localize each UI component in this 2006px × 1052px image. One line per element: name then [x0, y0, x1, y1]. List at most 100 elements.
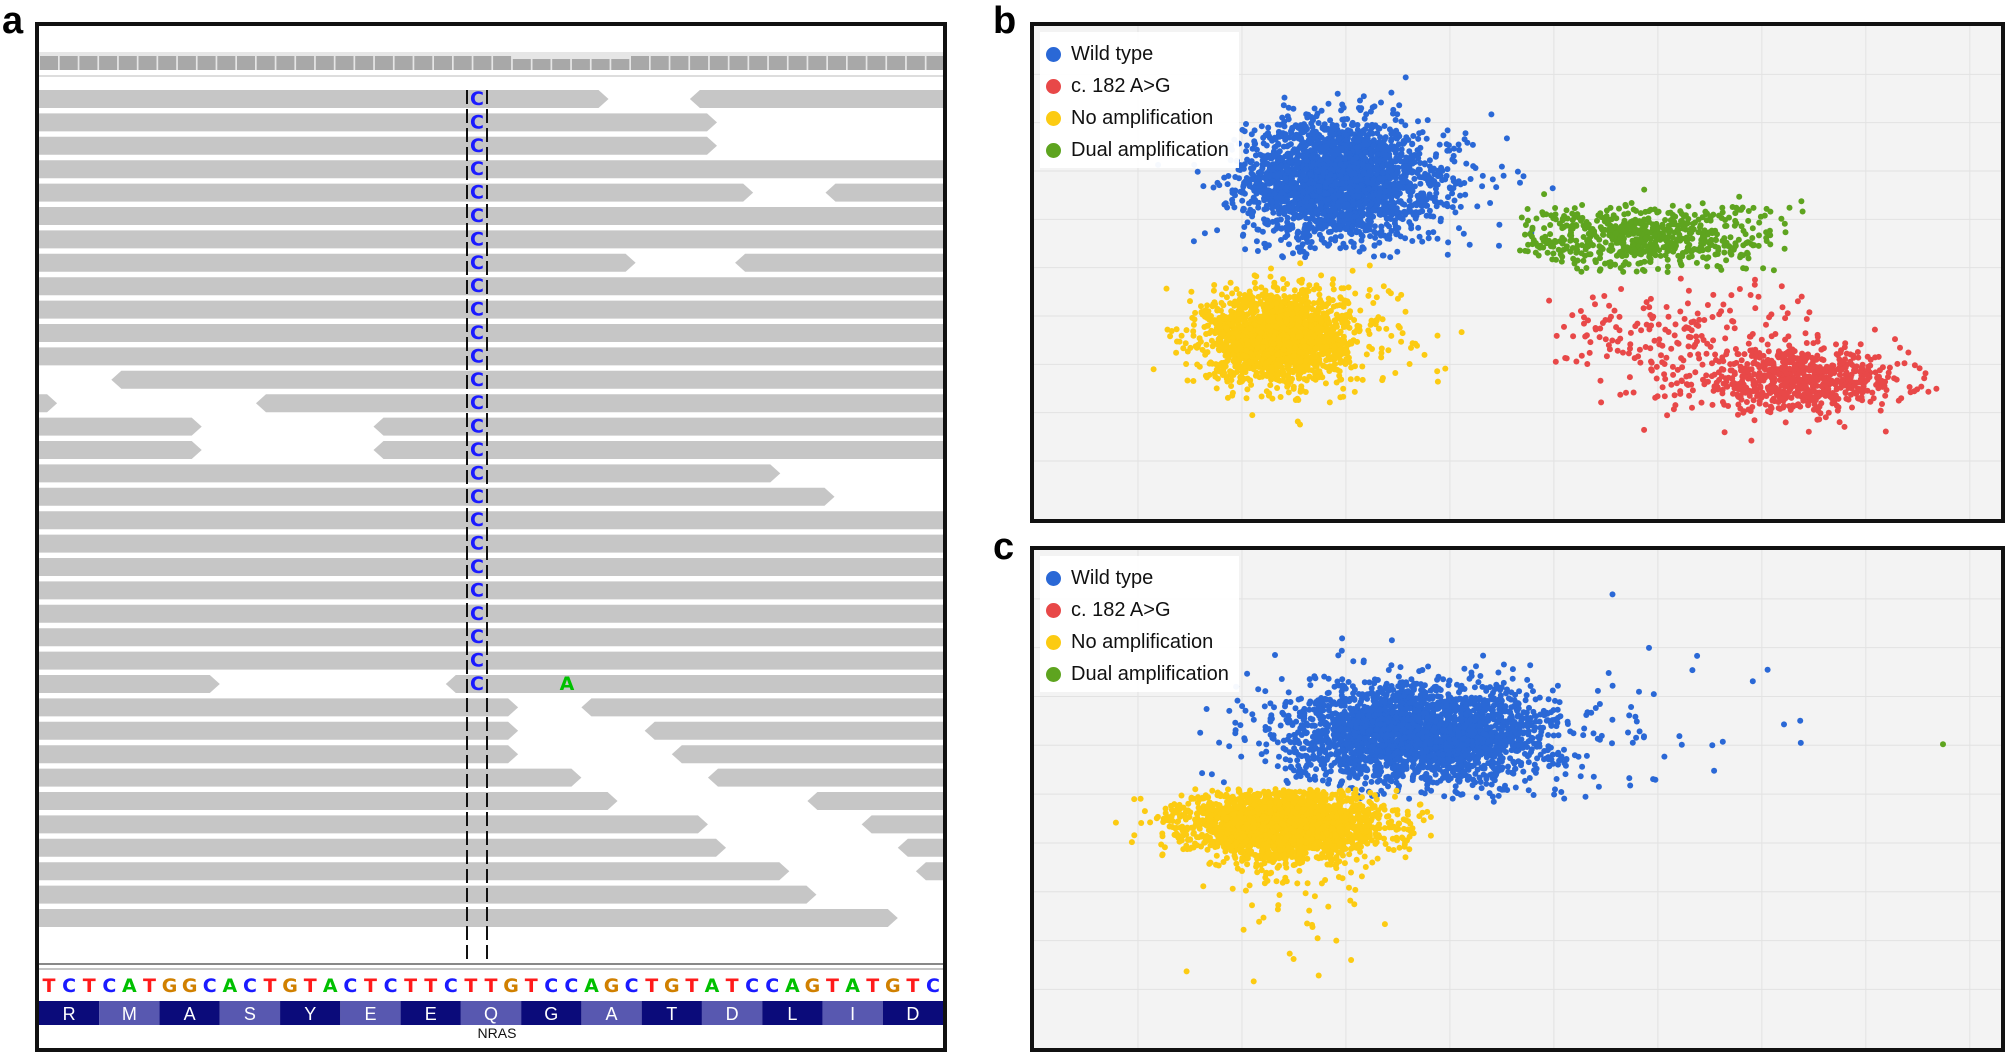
data-point: [1689, 404, 1695, 411]
data-point: [1308, 202, 1314, 209]
data-point: [1320, 209, 1327, 216]
data-point: [1782, 368, 1789, 375]
data-point: [1680, 357, 1687, 364]
aligned-read: [39, 651, 943, 670]
data-point: [1873, 381, 1880, 388]
amino-acid-label: G: [544, 1004, 558, 1024]
data-point: [1184, 377, 1191, 384]
amino-acid-cell: [219, 1001, 281, 1025]
data-point: [1314, 110, 1321, 117]
data-point: [1346, 206, 1353, 213]
data-point: [1263, 220, 1270, 227]
data-point: [1271, 190, 1278, 197]
data-point: [1383, 143, 1389, 150]
coverage-bar: [118, 56, 137, 70]
data-point: [1277, 394, 1284, 400]
data-point: [1451, 145, 1457, 152]
aligned-read: [39, 862, 790, 881]
data-point: [1762, 366, 1768, 373]
data-point: [1304, 148, 1311, 155]
data-point: [1248, 210, 1255, 217]
data-point: [1377, 139, 1384, 146]
coverage-bar: [926, 56, 943, 70]
data-point: [1849, 404, 1855, 411]
data-point: [1276, 171, 1283, 178]
aligned-read: [861, 815, 943, 834]
data-point: [1670, 371, 1677, 378]
data-point: [1870, 395, 1877, 402]
data-point: [1232, 192, 1238, 199]
aligned-read: [807, 792, 943, 810]
data-point: [1283, 224, 1290, 231]
data-point: [1275, 141, 1282, 148]
data-point: [1704, 302, 1711, 308]
data-point: [1561, 323, 1567, 330]
data-point: [1750, 378, 1757, 385]
data-point: [1573, 358, 1580, 365]
aligned-read: [689, 90, 943, 108]
data-point: [1785, 389, 1792, 395]
data-point: [1721, 401, 1728, 408]
data-point: [1415, 224, 1422, 231]
data-point: [1376, 125, 1383, 132]
data-point: [1268, 265, 1274, 272]
data-point: [1664, 412, 1671, 419]
data-point: [1814, 331, 1821, 338]
data-point: [1392, 223, 1399, 230]
reference-base: C: [564, 975, 578, 997]
data-point: [1596, 334, 1603, 341]
data-point: [1603, 353, 1610, 360]
data-point: [1709, 360, 1715, 367]
data-point: [1358, 237, 1365, 244]
data-point: [1663, 354, 1670, 361]
aligned-read: [39, 838, 727, 857]
data-point: [1457, 192, 1464, 199]
amino-acid-cell: [159, 1001, 220, 1025]
data-point: [1875, 353, 1882, 360]
data-point: [1339, 145, 1345, 152]
data-point: [1278, 130, 1285, 137]
data-point: [1677, 388, 1684, 395]
variant-base: C: [470, 369, 484, 391]
aligned-read: [445, 675, 943, 693]
aligned-read: [39, 394, 58, 413]
data-point: [1592, 301, 1598, 308]
data-point: [1303, 215, 1310, 222]
data-point: [1653, 363, 1660, 370]
data-point: [1709, 314, 1716, 320]
mismatch-base: A: [560, 673, 575, 695]
data-point: [1720, 301, 1727, 308]
data-point: [1444, 166, 1451, 173]
data-point: [1718, 366, 1725, 372]
data-point: [1794, 298, 1801, 305]
data-point: [1837, 349, 1844, 356]
data-point: [1802, 383, 1809, 390]
data-point: [1309, 130, 1316, 137]
data-point: [1876, 376, 1883, 383]
reference-base: T: [264, 975, 277, 997]
data-point: [1298, 127, 1305, 134]
data-point: [1267, 382, 1274, 389]
data-point: [1339, 116, 1346, 123]
data-point: [1372, 165, 1379, 172]
data-point: [1377, 207, 1383, 214]
coverage-bar: [276, 56, 295, 70]
data-point: [1735, 394, 1742, 400]
data-point: [1433, 203, 1440, 210]
coverage-bar: [315, 56, 334, 70]
data-point: [1842, 340, 1849, 347]
data-point: [1349, 119, 1356, 126]
data-point: [1752, 276, 1758, 283]
reference-base: C: [765, 975, 779, 997]
data-point: [1316, 231, 1323, 238]
data-point: [1342, 244, 1349, 251]
data-point: [1344, 127, 1351, 134]
reference-base: G: [885, 975, 901, 997]
data-point: [1392, 117, 1399, 123]
data-point: [1738, 357, 1745, 364]
data-point: [1314, 208, 1320, 215]
reference-base: C: [243, 975, 257, 997]
coverage-bar: [512, 59, 531, 70]
data-point: [1357, 97, 1363, 104]
data-point: [1369, 123, 1376, 130]
